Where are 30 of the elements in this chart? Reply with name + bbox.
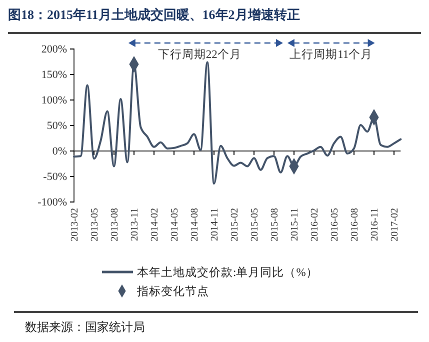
x-tick-label: 2013-08	[110, 208, 120, 242]
x-tick-label: 2016-11	[370, 208, 380, 241]
x-tick-label: 2017-02	[390, 208, 400, 242]
x-tick-label: 2015-05	[250, 208, 260, 242]
x-tick-label: 2016-05	[330, 208, 340, 242]
y-tick-label: 150%	[41, 69, 67, 82]
annotation: 下行周期22个月	[158, 48, 242, 61]
x-tick-label: 2013-02	[70, 208, 80, 242]
source-note: 数据来源：国家统计局	[25, 320, 145, 334]
x-tick-label: 2014-05	[170, 208, 180, 242]
x-tick-label: 2015-11	[290, 208, 300, 241]
y-tick-label: 0%	[52, 146, 67, 158]
x-tick-label: 2014-08	[190, 208, 200, 242]
x-tick-label: 2014-11	[210, 208, 220, 241]
y-tick-label: 200%	[41, 44, 67, 56]
x-tick-label: 2016-08	[350, 208, 360, 242]
y-tick-label: 50%	[46, 120, 67, 132]
y-tick-label: -50%	[43, 171, 67, 184]
x-tick-label: 2013-05	[90, 208, 100, 242]
chart-title: 图18：2015年11月土地成交回暖、16年2月增速转正	[8, 7, 300, 22]
x-tick-label: 2015-08	[270, 208, 280, 242]
legend-label: 指标变化节点	[136, 284, 209, 298]
x-tick-label: 2014-02	[150, 208, 160, 242]
x-tick-label: 2016-02	[310, 208, 320, 242]
legend-label: 本年土地成交价款:单月同比（%）	[137, 265, 318, 279]
x-tick-label: 2015-02	[230, 208, 240, 242]
annotation: 上行周期11个月	[290, 48, 373, 61]
x-tick-label: 2013-11	[130, 208, 140, 241]
y-tick-label: 100%	[41, 94, 67, 107]
y-tick-label: -100%	[38, 196, 67, 209]
